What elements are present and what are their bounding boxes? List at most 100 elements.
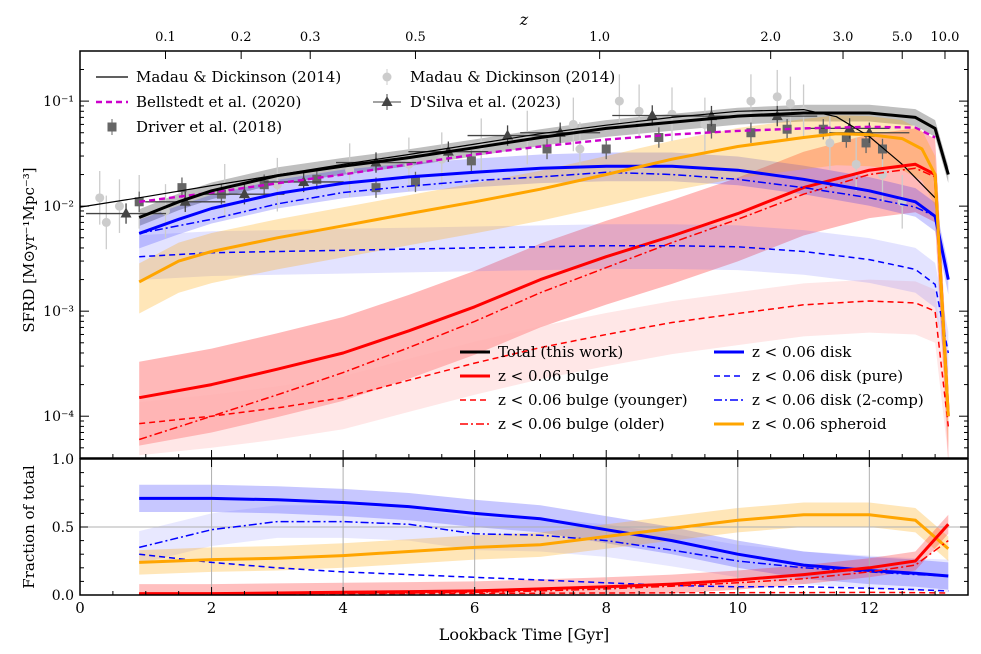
circle-marker	[785, 98, 795, 108]
square-marker	[841, 133, 851, 143]
circle-marker	[634, 106, 644, 116]
line-z-0-06-disk-2-comp	[139, 171, 950, 280]
circle-marker	[575, 144, 585, 154]
circle-marker	[101, 217, 111, 227]
z-tick-label: 1.0	[589, 30, 610, 45]
legend-bottom-item: z < 0.06 disk	[714, 343, 852, 361]
legend-left-item: Bellstedt et al. (2020)	[96, 93, 301, 111]
legend-bottom-item: z < 0.06 disk (pure)	[714, 367, 903, 385]
fraction-line-bulge-older	[139, 539, 949, 595]
band-disk	[139, 484, 949, 590]
line-total-this-work	[138, 111, 950, 219]
legend-label: Madau & Dickinson (2014)	[136, 68, 341, 86]
square-marker	[818, 124, 828, 134]
z-tick-label: 2.0	[760, 30, 781, 45]
square-marker	[410, 177, 420, 187]
top-series-lines	[80, 109, 950, 441]
legend-mid-item: Madau & Dickinson (2014)	[382, 68, 615, 86]
z-tick-label: 0.3	[300, 30, 321, 45]
legend-bottom-item: z < 0.06 disk (2-comp)	[714, 391, 924, 409]
square-marker	[259, 180, 269, 190]
legend-label: z < 0.06 bulge	[498, 367, 609, 385]
square-marker	[654, 133, 664, 143]
x-tick-label: 10	[728, 599, 747, 617]
legend-mid-item: D'Silva et al. (2023)	[373, 93, 561, 111]
bottom-panel-ylabel: Fraction of total	[20, 465, 38, 589]
triangle-marker	[120, 207, 132, 218]
y-tick-label: 0.5	[52, 520, 74, 536]
legend-bottom-item: Total (this work)	[460, 343, 623, 361]
y-tick-label: 10⁻²	[43, 199, 74, 215]
square-marker	[371, 183, 381, 193]
y-tick-label: 10⁻³	[43, 304, 74, 320]
z-tick-label: 0.1	[155, 30, 176, 45]
line-bellstedt-et-al-2020	[139, 125, 936, 203]
legend-label: z < 0.06 disk (pure)	[752, 367, 903, 385]
legend-label: Madau & Dickinson (2014)	[410, 68, 615, 86]
legends: Madau & Dickinson (2014) Bellstedt et al.…	[96, 68, 924, 433]
x-tick-label: 8	[601, 599, 611, 617]
square-marker	[177, 183, 187, 193]
band-total-this-work	[139, 104, 949, 226]
legend-label: Bellstedt et al. (2020)	[136, 93, 301, 111]
line-z-0-06-bulge-older	[138, 167, 950, 441]
axes: 0 2 4 6 8 10 12 0.1 0.2 0.3 0.5 1.0 2.0 3.0 5.0 10.0 10⁻…	[43, 30, 969, 617]
line-z-0-06-bulge-younger	[139, 300, 950, 427]
legend-label: z < 0.06 disk (2-comp)	[752, 391, 924, 409]
band-bulge	[139, 514, 949, 595]
legend-circle-marker	[382, 72, 392, 82]
circle-marker	[772, 92, 782, 102]
legend-label: z < 0.06 bulge (younger)	[498, 391, 688, 409]
z-tick-label: 10.0	[931, 30, 960, 45]
legend-left-item: Madau & Dickinson (2014)	[96, 68, 341, 86]
circle-marker	[746, 96, 756, 106]
legend-label: Total (this work)	[498, 343, 623, 361]
square-marker	[746, 128, 756, 138]
x-axis-label: Lookback Time [Gyr]	[439, 625, 610, 644]
y-tick-label: 0.0	[52, 588, 74, 604]
legend-label: z < 0.06 disk	[752, 343, 852, 361]
legend-label: z < 0.06 spheroid	[752, 415, 887, 433]
x-tick-label: 2	[207, 599, 217, 617]
triangle-marker	[646, 109, 658, 120]
legend-bottom-item: z < 0.06 bulge (younger)	[460, 391, 688, 409]
square-marker	[601, 144, 611, 154]
circle-marker	[114, 201, 124, 211]
y-tick-label: 10⁻¹	[43, 94, 74, 110]
z-tick-label: 0.2	[231, 30, 252, 45]
square-marker	[861, 138, 871, 148]
circle-marker	[95, 193, 105, 203]
y-tick-label: 10⁻⁴	[43, 409, 74, 425]
triangle-marker	[238, 188, 250, 199]
legend-label: z < 0.06 bulge (older)	[498, 415, 665, 433]
x-tick-label: 6	[470, 599, 480, 617]
x-tick-label: 12	[860, 599, 879, 617]
line-z-0-06-disk-pure	[139, 244, 950, 354]
fraction-line-spheroid	[139, 513, 950, 564]
triangle-marker	[502, 129, 514, 140]
legend-square-marker	[107, 122, 117, 132]
top-panel-frame	[79, 50, 969, 459]
circle-marker	[568, 119, 578, 129]
legend-bottom-item: z < 0.06 spheroid	[714, 415, 887, 433]
band-z-0-06-bulge-younger	[139, 279, 949, 458]
legend-bottom-item: z < 0.06 bulge (older)	[460, 415, 665, 433]
legend-bottom-item: z < 0.06 bulge	[460, 367, 609, 385]
circle-marker	[877, 170, 887, 180]
legend-label: Driver et al. (2018)	[136, 118, 282, 136]
legend-label: D'Silva et al. (2023)	[410, 93, 561, 111]
circle-marker	[851, 159, 861, 169]
square-marker	[542, 144, 552, 154]
top-panel-ylabel: SFRD [M⊙yr⁻¹Mpc⁻³]	[20, 167, 38, 332]
bottom-uncertainty-bands	[80, 459, 968, 595]
square-marker	[706, 123, 716, 133]
x-tick-label: 0	[75, 599, 85, 617]
band-z-0-06-disk-pure	[139, 224, 949, 377]
z-tick-label: 3.0	[833, 30, 854, 45]
x-tick-label: 4	[338, 599, 348, 617]
circle-marker	[825, 138, 835, 148]
line-z-0-06-spheroid	[138, 132, 950, 417]
square-marker	[312, 174, 322, 184]
top-axis-label: z	[519, 10, 529, 29]
